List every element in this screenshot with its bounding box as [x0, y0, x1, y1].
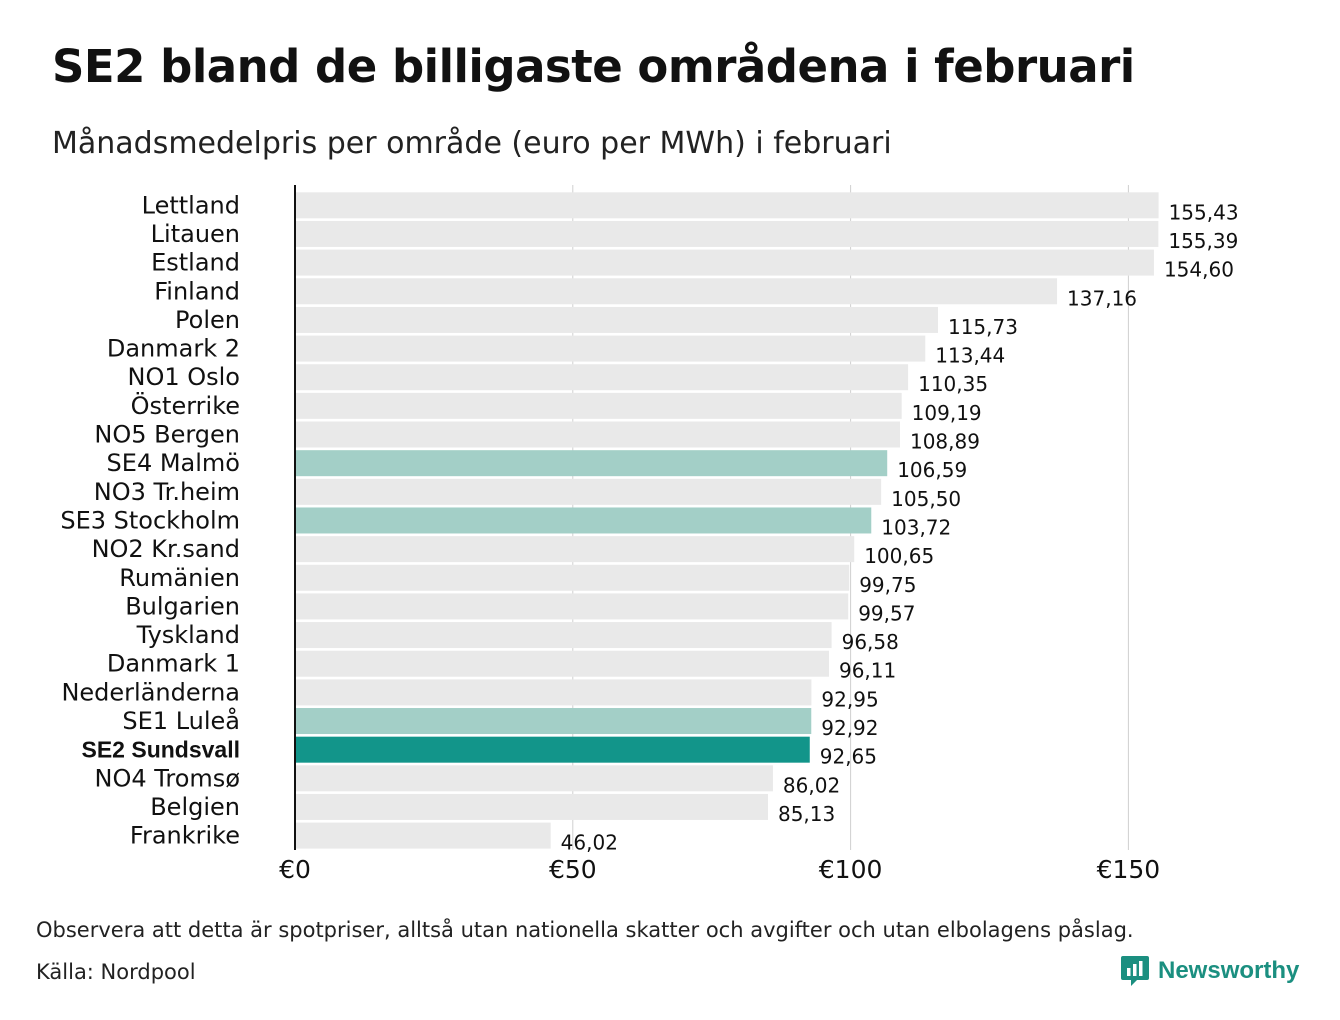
x-tick-label: €150 — [1097, 855, 1161, 884]
category-label: Lettland — [142, 191, 240, 219]
category-label: SE3 Stockholm — [60, 506, 240, 534]
x-tick-label: €50 — [549, 855, 597, 884]
x-tick-label: €100 — [819, 855, 883, 884]
value-label: 100,65 — [864, 544, 934, 568]
category-label: Finland — [154, 277, 240, 305]
category-label: Litauen — [151, 220, 240, 248]
bar — [295, 335, 926, 362]
category-label: Danmark 1 — [107, 650, 240, 678]
category-label: SE4 Malmö — [107, 449, 240, 477]
category-label: Polen — [175, 306, 240, 334]
bar — [295, 306, 938, 333]
value-label: 99,75 — [859, 573, 916, 597]
value-label: 96,11 — [839, 659, 896, 683]
value-label: 86,02 — [783, 773, 840, 797]
category-label: NO2 Kr.sand — [92, 535, 240, 563]
value-label: 92,92 — [821, 716, 878, 740]
category-label: SE1 Luleå — [122, 706, 240, 735]
value-label: 115,73 — [948, 315, 1018, 339]
value-label: 46,02 — [561, 831, 618, 855]
x-axis-ticks: €0 €50 €100 €150 — [279, 855, 1160, 884]
category-label: Belgien — [150, 793, 240, 821]
bar — [295, 564, 850, 591]
bar — [295, 622, 832, 649]
bar — [295, 507, 872, 534]
category-label: Rumänien — [119, 564, 240, 592]
bar — [295, 679, 812, 706]
value-label: 109,19 — [912, 401, 982, 425]
bar — [295, 708, 812, 735]
value-label: 85,13 — [778, 802, 835, 826]
bars — [295, 192, 1159, 849]
category-label: NO1 Oslo — [128, 363, 241, 391]
bar — [295, 736, 810, 763]
bar — [295, 421, 900, 448]
footnote: Observera att detta är spotpriser, allts… — [36, 918, 1134, 942]
bar — [295, 822, 551, 849]
category-label: SE2 Sundsvall — [81, 737, 240, 763]
value-label: 103,72 — [881, 515, 951, 539]
brand-name: Newsworthy — [1158, 957, 1300, 984]
brand-logo: Newsworthy — [1120, 954, 1299, 988]
value-labels: 155,43 155,39 154,60 137,16 115,73 113,44 110,… — [561, 200, 1239, 854]
source-note: Källa: Nordpool — [36, 960, 196, 984]
category-label: Bulgarien — [125, 592, 240, 620]
category-label: NO4 Tromsø — [95, 764, 240, 792]
bar — [295, 220, 1159, 247]
x-tick-label: €0 — [279, 855, 311, 884]
chart-subtitle: Månadsmedelpris per område (euro per MWh… — [52, 126, 892, 161]
bar — [295, 278, 1058, 305]
value-label: 155,43 — [1169, 200, 1239, 224]
value-label: 137,16 — [1067, 286, 1137, 310]
value-label: 92,65 — [820, 745, 877, 769]
bar — [295, 650, 829, 677]
bar — [295, 536, 855, 563]
bar — [295, 192, 1159, 219]
category-label: NO3 Tr.heim — [94, 478, 240, 506]
category-label: Nederländerna — [61, 678, 240, 706]
bar — [295, 793, 768, 820]
value-label: 92,95 — [821, 687, 878, 711]
newsworthy-logo-icon — [1121, 956, 1149, 986]
bar — [295, 593, 849, 620]
category-label: Frankrike — [130, 822, 240, 850]
bar — [295, 450, 888, 477]
bar — [295, 478, 882, 505]
category-label: Österrike — [131, 391, 240, 420]
value-label: 110,35 — [918, 372, 988, 396]
bar — [295, 249, 1154, 276]
bar — [295, 392, 902, 419]
value-label: 96,58 — [842, 630, 899, 654]
value-label: 113,44 — [935, 344, 1005, 368]
value-label: 106,59 — [897, 458, 967, 482]
bar — [295, 364, 909, 391]
category-label: Tyskland — [136, 621, 240, 649]
value-label: 99,57 — [858, 601, 915, 625]
value-label: 108,89 — [910, 430, 980, 454]
category-label: Danmark 2 — [107, 335, 240, 363]
value-label: 105,50 — [891, 487, 961, 511]
bar — [295, 765, 773, 792]
category-label: Estland — [151, 249, 240, 277]
value-label: 154,60 — [1164, 258, 1234, 282]
category-label: NO5 Bergen — [94, 421, 240, 449]
chart-title: SE2 bland de billigaste områdena i febru… — [52, 40, 1135, 93]
category-labels: LettlandLitauenEstlandFinlandPolenDanmar… — [60, 191, 240, 849]
value-label: 155,39 — [1168, 229, 1238, 253]
bar-chart: LettlandLitauenEstlandFinlandPolenDanmar… — [60, 185, 1239, 884]
